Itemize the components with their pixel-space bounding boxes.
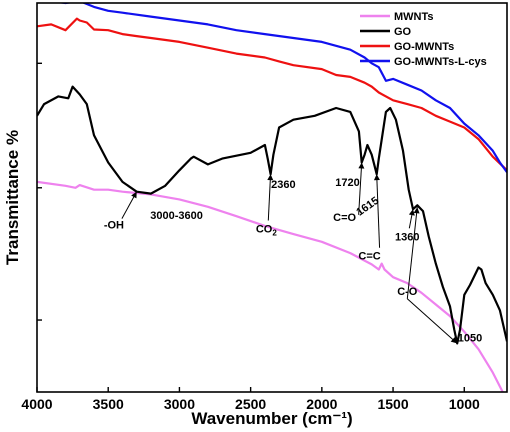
legend-label-3: GO-MWNTs-L-cys	[394, 56, 487, 68]
annotation-arrow-9-0	[406, 207, 418, 299]
annotation-8: 1360	[395, 231, 419, 243]
annotation-arrowhead-2-0	[267, 174, 274, 181]
x-tick-label-4: 2000	[306, 396, 337, 412]
y-axis-title: Transmittance %	[3, 130, 22, 265]
annotation-arrowhead-5-0	[358, 162, 365, 169]
annotation-3: 2360	[271, 179, 295, 191]
series-line-3	[57, 3, 507, 173]
annotation-arrowhead-9-1	[450, 337, 458, 344]
x-tick-label-1: 3500	[93, 396, 124, 412]
x-tick-label-0: 4000	[21, 396, 52, 412]
annotation-arrow-7-0	[376, 174, 381, 248]
legend-label-1: GO	[394, 26, 412, 38]
legend-label-0: MWNTs	[394, 11, 434, 23]
legend-label-2: GO-MWNTs	[394, 41, 454, 53]
series-layer	[37, 3, 507, 392]
annotation-arrow-5-0	[358, 162, 363, 215]
annotation-arrowhead-7-0	[373, 174, 380, 181]
annotation-arrowhead-9-0	[413, 207, 420, 214]
series-line-2	[37, 17, 507, 172]
annotation-7: C=C	[358, 251, 380, 263]
series-line-1	[37, 85, 507, 345]
x-axis-title: Wavenumber (cm⁻¹)	[191, 409, 352, 428]
annotation-arrow-9-1	[406, 298, 458, 344]
x-tick-label-5: 1500	[377, 396, 408, 412]
axis-layer: 4000 3500 3000 2500 2000 1500 1000	[21, 62, 480, 412]
annotation-arrowhead-8-0	[408, 209, 415, 216]
annotation-1: 3000-3600	[150, 210, 203, 222]
plot-frame	[36, 2, 508, 393]
annotation-arrow-2-0	[267, 174, 272, 221]
annotation-4: 1720	[335, 177, 359, 189]
annotation-10: 1050	[458, 332, 482, 344]
legend: MWNTs GO GO-MWNTs GO-MWNTs-L-cys	[360, 11, 487, 68]
x-tick-label-3: 2500	[235, 396, 266, 412]
annotation-arrowhead-0-0	[131, 191, 137, 199]
annotation-0: -OH	[104, 220, 124, 232]
annotation-2: CO2	[256, 224, 278, 238]
x-tick-label-6: 1000	[449, 396, 480, 412]
series-line-0	[37, 180, 504, 392]
annotation-5: C=O	[333, 212, 356, 224]
x-tick-label-2: 3000	[164, 396, 195, 412]
annotation-9: C-O	[397, 286, 418, 298]
